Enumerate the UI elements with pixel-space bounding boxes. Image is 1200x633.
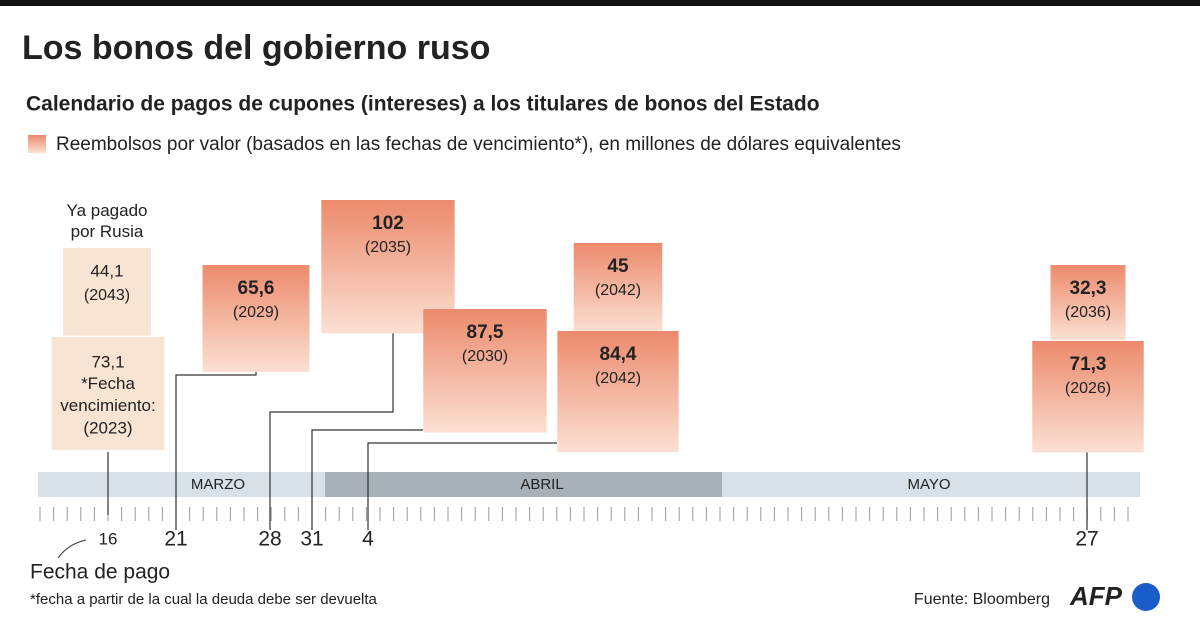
payment-box (51, 337, 165, 450)
top-rule (0, 0, 1200, 6)
leader-line (175, 372, 257, 530)
maturity: (2035) (365, 239, 411, 256)
axis-label: Fecha de pago (30, 561, 170, 584)
value-label: 73,1 (91, 352, 124, 371)
title: Los bonos del gobierno ruso (22, 29, 490, 67)
date-label: 21 (164, 528, 187, 551)
leader-line (269, 333, 394, 530)
date-label: 16 (99, 529, 118, 548)
note: *Fecha vencimiento: (60, 374, 155, 415)
payment-box (573, 243, 663, 332)
value-label: 87,5 (467, 322, 504, 343)
date-label: 31 (300, 528, 323, 551)
maturity: (2043) (84, 287, 130, 304)
maturity: (2029) (233, 304, 279, 321)
maturity: (2026) (1065, 380, 1111, 397)
payment-box (557, 331, 679, 453)
month-label: MARZO (191, 476, 245, 493)
value-label: 45 (607, 256, 629, 277)
value-label: 102 (372, 213, 404, 234)
timeline-april (325, 472, 722, 497)
legend-swatch (28, 135, 46, 153)
maturity: (2036) (1065, 304, 1111, 321)
maturity: (2023) (83, 418, 132, 437)
maturity: (2042) (595, 370, 641, 387)
paid-note: Ya pagado por Rusia (67, 201, 148, 241)
leader-line (367, 442, 557, 530)
leader-line (311, 429, 423, 530)
date-label: 27 (1075, 528, 1098, 551)
date-label: 28 (258, 528, 281, 551)
source: Fuente: Bloomberg (914, 591, 1050, 608)
value-label: 65,6 (238, 278, 275, 299)
value-label: 44,1 (90, 261, 123, 280)
payment-box (423, 309, 547, 433)
maturity: (2042) (595, 282, 641, 299)
logo: AFP (1069, 581, 1123, 611)
payment-box (63, 248, 151, 336)
legend: Reembolsos por valor (basados en las fec… (56, 134, 901, 155)
value-label: 32,3 (1070, 278, 1107, 299)
month-label: MAYO (907, 476, 950, 493)
maturity: (2030) (462, 348, 508, 365)
month-label: ABRIL (520, 476, 563, 493)
pointer (57, 539, 87, 559)
footnote: *fecha a partir de la cual la deuda debe… (30, 591, 378, 608)
payment-box (1032, 341, 1144, 453)
value-label: 71,3 (1070, 354, 1107, 375)
logo-dot (1132, 583, 1160, 611)
payment-box (202, 265, 310, 372)
date-label: 4 (362, 528, 374, 551)
subtitle: Calendario de pagos de cupones (interese… (26, 93, 820, 116)
payment-box (1050, 265, 1126, 341)
value-label: 84,4 (600, 344, 637, 365)
